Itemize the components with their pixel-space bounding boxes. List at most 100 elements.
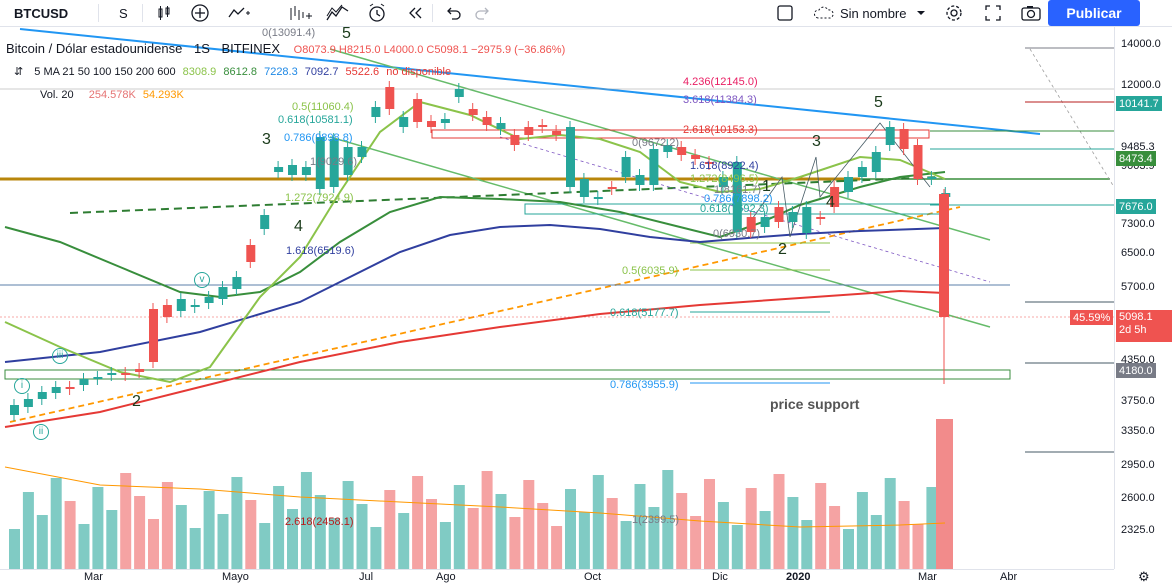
- volume-bar: [801, 520, 813, 569]
- add-indicator-icon[interactable]: [190, 0, 210, 26]
- alert-icon[interactable]: [366, 0, 388, 26]
- volume-bar: [175, 505, 187, 569]
- price-badge: 10141.7: [1116, 96, 1162, 111]
- chart-type-icon[interactable]: [156, 0, 172, 26]
- fib-label: 0.786(3955.9): [610, 379, 679, 391]
- gear-icon[interactable]: ⚙: [1138, 569, 1150, 584]
- volume-bar: [245, 500, 257, 569]
- price-support-label: price support: [770, 396, 860, 412]
- price-tick: 7300.0: [1121, 218, 1155, 230]
- templates-icon[interactable]: [326, 0, 350, 26]
- fib-label: 1(8161.7): [714, 184, 762, 196]
- volume-bar: [537, 503, 549, 569]
- volume-bar: [731, 525, 743, 569]
- symbol-search-button[interactable]: BTCUSD: [14, 0, 68, 26]
- volume-bar: [912, 524, 924, 569]
- volume-bar: [467, 508, 479, 569]
- camera-icon[interactable]: [1020, 0, 1042, 26]
- candle-body: [301, 167, 311, 175]
- volume-bar: [50, 478, 62, 569]
- symbol-label: BTCUSD: [14, 5, 69, 21]
- price-chart[interactable]: [0, 27, 1114, 569]
- fullscreen-icon[interactable]: [984, 0, 1002, 26]
- redo-icon[interactable]: [474, 0, 492, 26]
- volume-bar: [495, 494, 507, 569]
- price-tick: 2325.0: [1121, 524, 1155, 536]
- price-badge: 8473.4: [1116, 151, 1156, 166]
- time-axis[interactable]: Mar Mayo Jul Ago Oct Dic 2020 Mar Abr: [0, 569, 1114, 585]
- undo-icon[interactable]: [444, 0, 462, 26]
- candle-body: [830, 187, 840, 207]
- fib-label: 0.5(11060.4): [292, 101, 354, 113]
- fib-label: 0(13091.4): [262, 27, 316, 39]
- ma-value-21: 8612.8: [223, 66, 258, 78]
- indicators-icon[interactable]: [288, 0, 314, 26]
- fib-label: 0(6930.7): [713, 228, 761, 240]
- fib-label: 2.618(2458.1): [285, 516, 354, 528]
- last-price: 5098.1: [1119, 311, 1153, 323]
- price-tick: 3350.0: [1121, 425, 1155, 437]
- candle-body: [816, 217, 826, 219]
- volume-bar: [106, 510, 118, 569]
- volume-bar: [759, 511, 771, 569]
- layout-menu-button[interactable]: Sin nombre: [812, 0, 926, 26]
- candle-body: [190, 305, 200, 307]
- candle-body: [274, 167, 284, 172]
- volume-bar: [662, 470, 674, 569]
- candle-body: [677, 147, 687, 155]
- volume-bar: [704, 479, 715, 569]
- volume-bar: [412, 476, 424, 569]
- percent-badge: 45.59%: [1070, 310, 1114, 325]
- volume-bar: [273, 486, 285, 569]
- fullscreen-square-icon[interactable]: [776, 0, 794, 26]
- ma-legend-row[interactable]: ⇵ 5 MA 21 50 100 150 200 600 8308.9 8612…: [14, 65, 451, 78]
- ma-value-150: 5522.6: [345, 66, 380, 78]
- volume-bar: [453, 485, 465, 569]
- volume-bar: [92, 487, 104, 569]
- volume-bar: [634, 484, 646, 569]
- candle-body: [663, 145, 673, 152]
- candle-body: [635, 175, 645, 185]
- price-badge: 7676.0: [1116, 199, 1156, 214]
- volume-ma-line: [4, 466, 946, 528]
- layout-name: Sin nombre: [840, 5, 907, 21]
- price-badge: 4180.0: [1116, 363, 1156, 378]
- time-label: Mar: [84, 571, 103, 583]
- chart-pane[interactable]: Bitcoin / Dólar estadounidense 1S BITFIN…: [0, 27, 1114, 569]
- volume-bar: [870, 515, 882, 569]
- chevron-down-icon: [917, 11, 926, 15]
- candle-body: [885, 127, 895, 145]
- candle-body: [413, 99, 423, 122]
- wave-label: 3: [262, 131, 271, 148]
- volume-bar: [606, 498, 618, 569]
- volume-bar: [120, 473, 132, 569]
- volume-bar: [787, 497, 799, 569]
- volume-bar: [551, 526, 563, 569]
- price-tick: 9485.3: [1121, 141, 1155, 153]
- volume-bar: [648, 507, 660, 569]
- gear-icon[interactable]: [944, 0, 964, 26]
- wave-label: 5: [874, 94, 883, 111]
- price-axis[interactable]: 14000.0 12000.0 9485.3 9003.9 7300.0 650…: [1114, 27, 1172, 569]
- replay-icon[interactable]: [406, 0, 426, 26]
- candle-body: [844, 177, 853, 192]
- toggle-arrows-icon[interactable]: ⇵: [14, 66, 24, 78]
- bar-countdown: 2d 5h: [1119, 324, 1147, 336]
- publish-button[interactable]: Publicar: [1048, 0, 1140, 26]
- candle-body: [93, 377, 103, 379]
- volume-bar: [926, 487, 938, 569]
- candle-body: [37, 392, 47, 399]
- candle-body: [524, 127, 534, 135]
- legend-title-row: Bitcoin / Dólar estadounidense 1S BITFIN…: [6, 41, 565, 56]
- fib-label: 1(2399.5): [632, 514, 680, 526]
- interval-button[interactable]: S: [119, 0, 128, 26]
- green-channel-lower: [329, 136, 991, 328]
- volume-bar: [161, 482, 173, 569]
- volume-bar: [22, 492, 34, 569]
- volume-bar: [856, 492, 868, 569]
- volume-bar: [690, 516, 702, 569]
- top-toolbar: BTCUSD S Sin nombre Publ: [0, 0, 1172, 27]
- volume-bar: [328, 518, 340, 569]
- compare-icon[interactable]: [228, 0, 254, 26]
- time-label: Mar: [918, 571, 937, 583]
